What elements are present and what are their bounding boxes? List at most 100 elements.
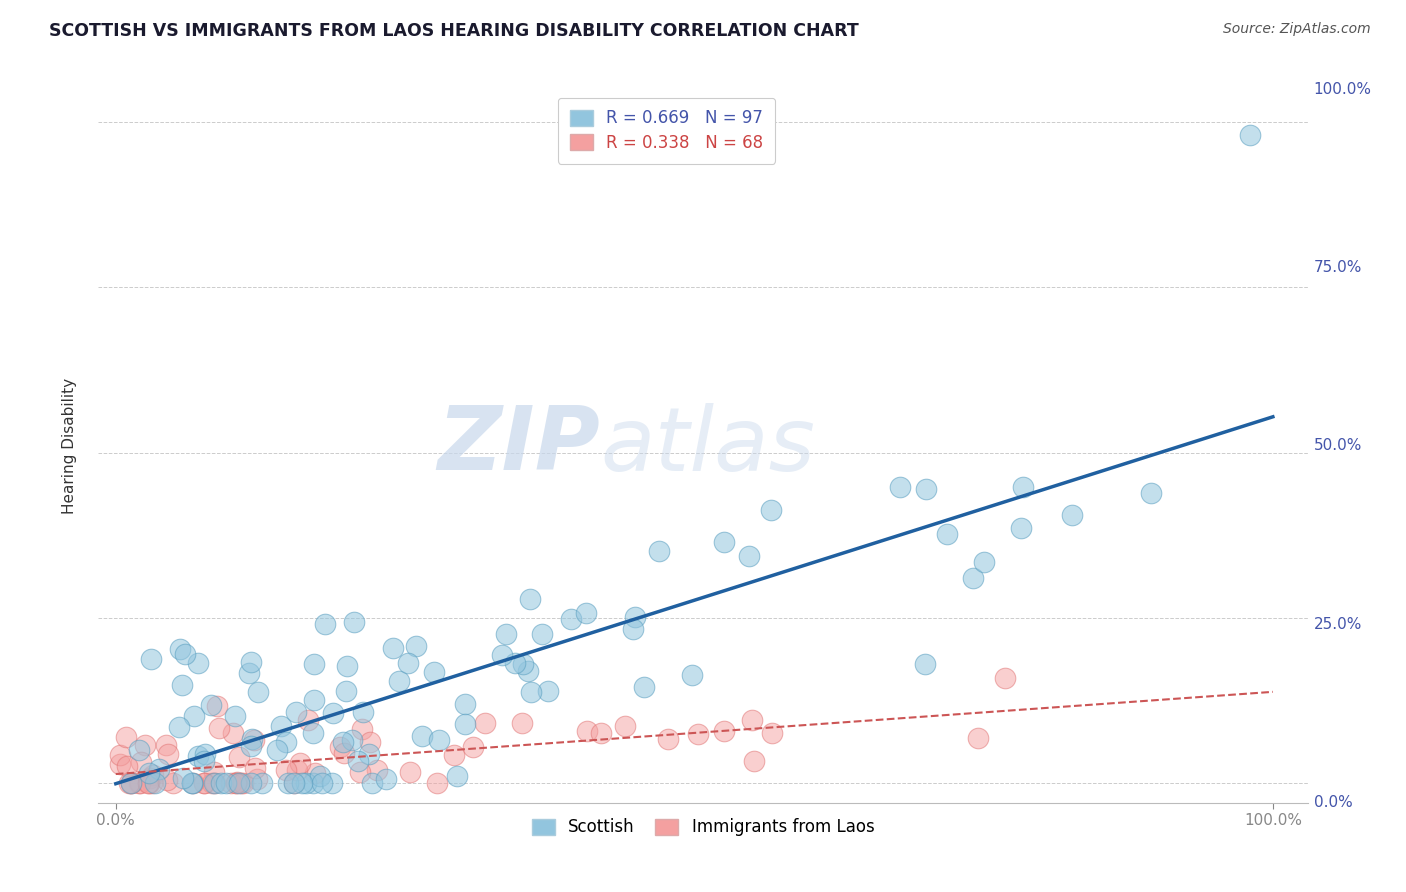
Point	[226, 775, 249, 789]
Point	[517, 664, 540, 678]
Text: 25.0%: 25.0%	[1313, 617, 1362, 632]
Point	[454, 698, 477, 712]
Point	[134, 738, 156, 752]
Point	[342, 733, 364, 747]
Point	[225, 776, 247, 790]
Point	[129, 755, 152, 769]
Text: 100.0%: 100.0%	[1313, 82, 1372, 96]
Point	[270, 719, 292, 733]
Point	[301, 726, 323, 740]
Point	[309, 768, 332, 782]
Point	[243, 761, 266, 775]
Point	[388, 673, 411, 688]
Point	[474, 715, 496, 730]
Text: atlas: atlas	[600, 403, 815, 489]
Point	[193, 776, 215, 790]
Point	[120, 776, 142, 790]
Point	[246, 685, 269, 699]
Point	[302, 657, 325, 672]
Point	[193, 754, 215, 768]
Point	[181, 776, 204, 790]
Point	[201, 776, 224, 790]
Point	[332, 735, 354, 749]
Point	[139, 772, 162, 786]
Point	[229, 776, 252, 790]
Point	[240, 655, 263, 669]
Point	[381, 640, 404, 655]
Text: 50.0%: 50.0%	[1313, 439, 1362, 453]
Point	[183, 708, 205, 723]
Point	[520, 685, 543, 699]
Point	[519, 592, 541, 607]
Point	[713, 723, 735, 738]
Point	[194, 747, 217, 761]
Point	[115, 759, 138, 773]
Point	[240, 739, 263, 753]
Point	[360, 776, 382, 790]
Point	[283, 776, 305, 790]
Point	[304, 765, 326, 780]
Point	[174, 647, 197, 661]
Point	[209, 776, 232, 790]
Point	[225, 776, 247, 790]
Point	[350, 722, 373, 736]
Point	[141, 776, 163, 790]
Point	[224, 709, 246, 723]
Point	[136, 776, 159, 790]
Point	[202, 776, 225, 790]
Point	[336, 658, 359, 673]
Point	[335, 684, 357, 698]
Point	[232, 776, 254, 790]
Point	[108, 756, 131, 771]
Point	[454, 717, 477, 731]
Point	[156, 747, 179, 761]
Point	[240, 731, 263, 746]
Point	[311, 776, 333, 790]
Point	[621, 622, 644, 636]
Point	[510, 716, 533, 731]
Point	[398, 765, 420, 780]
Point	[713, 535, 735, 549]
Point	[117, 776, 139, 790]
Text: SCOTTISH VS IMMIGRANTS FROM LAOS HEARING DISABILITY CORRELATION CHART: SCOTTISH VS IMMIGRANTS FROM LAOS HEARING…	[49, 22, 859, 40]
Point	[302, 693, 325, 707]
Point	[321, 776, 343, 790]
Point	[443, 747, 465, 762]
Point	[120, 776, 142, 790]
Point	[657, 732, 679, 747]
Point	[914, 483, 936, 497]
Point	[110, 747, 132, 762]
Point	[181, 776, 204, 790]
Point	[295, 776, 318, 790]
Point	[228, 776, 250, 790]
Point	[277, 776, 299, 790]
Point	[215, 776, 238, 790]
Point	[537, 684, 560, 698]
Point	[349, 764, 371, 779]
Point	[181, 776, 204, 790]
Point	[266, 743, 288, 757]
Point	[187, 748, 209, 763]
Point	[138, 766, 160, 780]
Point	[156, 772, 179, 787]
Point	[495, 626, 517, 640]
Point	[128, 742, 150, 756]
Point	[291, 776, 314, 790]
Point	[935, 527, 957, 541]
Point	[889, 480, 911, 494]
Point	[491, 648, 513, 663]
Point	[120, 776, 142, 790]
Point	[155, 738, 177, 752]
Legend: Scottish, Immigrants from Laos: Scottish, Immigrants from Laos	[520, 806, 886, 848]
Point	[512, 657, 534, 672]
Point	[633, 680, 655, 694]
Point	[505, 656, 527, 670]
Point	[200, 698, 222, 713]
Point	[115, 731, 138, 745]
Point	[204, 776, 226, 790]
Point	[139, 652, 162, 666]
Point	[128, 776, 150, 790]
Point	[170, 678, 193, 692]
Point	[138, 776, 160, 790]
Point	[172, 771, 194, 785]
